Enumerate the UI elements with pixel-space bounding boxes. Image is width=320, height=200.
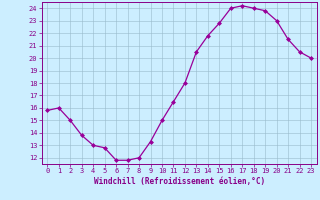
X-axis label: Windchill (Refroidissement éolien,°C): Windchill (Refroidissement éolien,°C): [94, 177, 265, 186]
